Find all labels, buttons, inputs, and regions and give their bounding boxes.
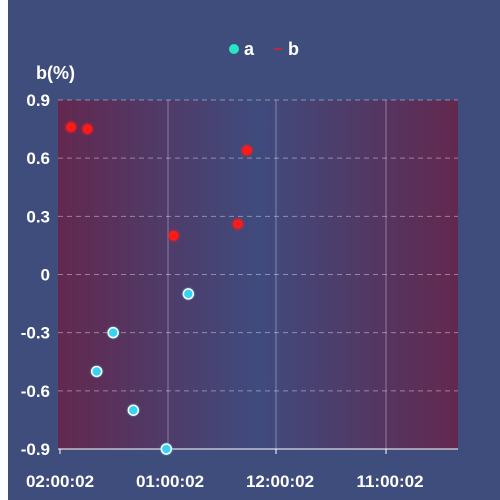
legend-label-a: a	[244, 39, 255, 59]
scatter-chart: 0.9 0.6 0.3 0 -0.3 -0.6 -0.9 02:00:02 01:00:02 12…	[21, 39, 458, 491]
y-tick-label: 0.3	[26, 207, 50, 226]
series-b	[64, 120, 254, 243]
plot-area	[58, 100, 458, 449]
point-a[interactable]	[182, 288, 195, 300]
point-b[interactable]	[242, 145, 252, 156]
x-tick-label: 12:00:02	[246, 472, 314, 491]
plot-background	[58, 100, 458, 449]
series-a	[89, 286, 196, 456]
y-axis-title: b(%)	[36, 63, 75, 83]
x-tick-label: 02:00:02	[26, 472, 94, 491]
y-tick-label: -0.6	[21, 382, 50, 401]
x-tick-label: 11:00:02	[356, 472, 423, 491]
legend-item-b[interactable]: b	[274, 39, 299, 59]
point-a[interactable]	[160, 443, 173, 455]
y-tick-label: 0.9	[26, 91, 50, 110]
series-layer	[64, 120, 254, 456]
y-tick-label: 0	[41, 266, 50, 285]
point-a[interactable]	[107, 326, 119, 339]
y-tick-label: -0.9	[21, 440, 50, 459]
point-a[interactable]	[127, 404, 140, 416]
y-tick-label: -0.3	[21, 324, 50, 343]
point-b[interactable]	[82, 124, 93, 135]
legend-item-a[interactable]: a	[229, 39, 255, 59]
point-a[interactable]	[90, 365, 103, 378]
legend-label-b: b	[288, 39, 299, 59]
y-tick-label: 0.6	[26, 149, 50, 168]
point-b[interactable]	[168, 230, 179, 241]
legend-marker-a	[229, 44, 239, 54]
point-b[interactable]	[66, 122, 76, 133]
x-tick-label: 01:00:02	[136, 472, 204, 491]
point-b[interactable]	[232, 219, 243, 230]
chart-container: 0.9 0.6 0.3 0 -0.3 -0.6 -0.9 02:00:02 01:00:02 12…	[8, 0, 500, 500]
axes: 0.9 0.6 0.3 0 -0.3 -0.6 -0.9 02:00:02 01:00:02 12…	[21, 63, 458, 491]
